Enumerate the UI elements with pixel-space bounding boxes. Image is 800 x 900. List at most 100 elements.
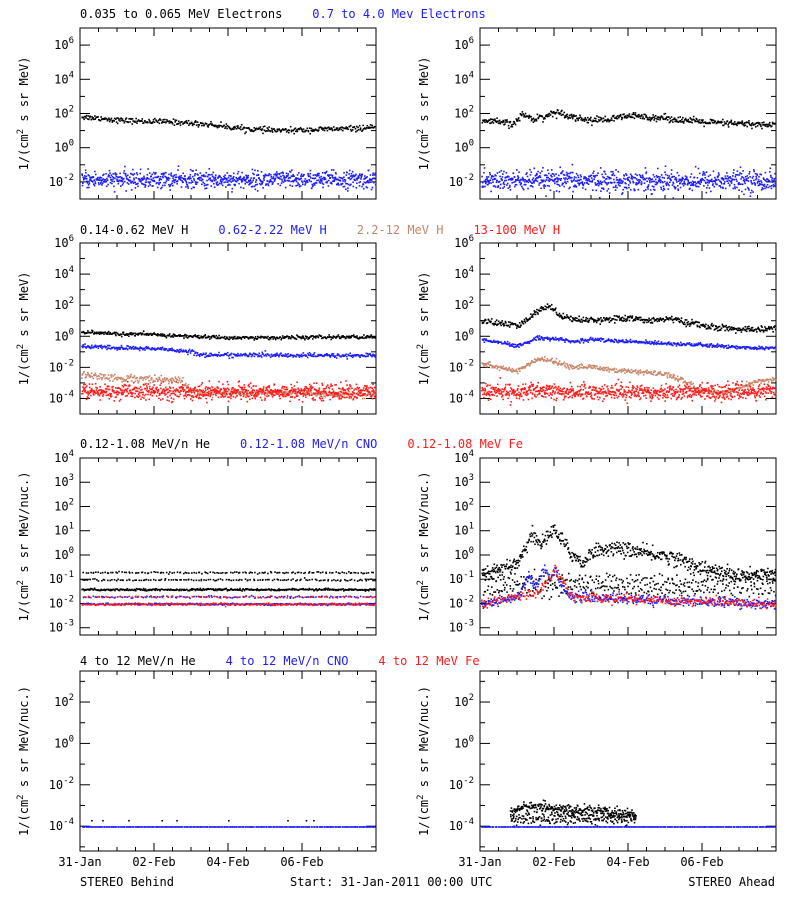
data-point bbox=[664, 112, 667, 115]
data-point bbox=[118, 176, 121, 178]
data-point bbox=[266, 180, 269, 182]
data-point bbox=[327, 174, 329, 176]
data-point bbox=[482, 185, 485, 188]
data-point bbox=[347, 353, 349, 356]
data-point bbox=[575, 186, 578, 188]
data-point bbox=[749, 176, 751, 178]
data-point bbox=[494, 186, 497, 188]
data-point bbox=[757, 121, 759, 124]
data-point bbox=[652, 116, 654, 119]
data-point bbox=[189, 168, 192, 171]
data-point bbox=[164, 349, 166, 351]
data-point bbox=[533, 120, 536, 122]
data-point bbox=[267, 184, 270, 187]
data-point bbox=[156, 182, 158, 184]
data-point bbox=[544, 115, 547, 118]
data-point bbox=[132, 381, 135, 384]
data-point bbox=[108, 397, 111, 400]
data-point bbox=[370, 188, 373, 191]
data-point bbox=[326, 353, 329, 356]
data-point bbox=[162, 388, 165, 390]
data-point bbox=[240, 179, 243, 182]
data-point bbox=[536, 173, 538, 176]
data-point bbox=[741, 176, 744, 178]
data-point bbox=[87, 331, 90, 334]
data-point bbox=[313, 177, 315, 180]
data-point bbox=[133, 388, 135, 391]
data-point bbox=[152, 333, 155, 335]
data-point bbox=[96, 331, 98, 334]
data-point bbox=[370, 126, 372, 129]
data-point bbox=[260, 393, 263, 396]
data-point bbox=[245, 336, 248, 338]
data-point bbox=[766, 180, 769, 183]
data-point bbox=[339, 393, 342, 396]
data-point bbox=[158, 397, 160, 400]
data-point bbox=[610, 117, 613, 120]
data-point bbox=[100, 176, 103, 179]
data-point bbox=[208, 338, 211, 340]
data-point bbox=[674, 178, 676, 181]
data-point bbox=[281, 180, 284, 182]
data-point bbox=[584, 188, 587, 191]
data-point bbox=[132, 392, 134, 394]
y-tick-label: 102 bbox=[454, 296, 474, 312]
data-point bbox=[329, 177, 331, 179]
data-point bbox=[503, 123, 505, 126]
data-point bbox=[188, 124, 190, 127]
data-point bbox=[113, 346, 115, 349]
data-point bbox=[730, 119, 733, 122]
data-point bbox=[257, 395, 259, 397]
data-point bbox=[87, 373, 90, 376]
data-point bbox=[94, 372, 96, 375]
data-point bbox=[136, 173, 139, 176]
data-point bbox=[686, 183, 689, 186]
data-point bbox=[617, 170, 620, 173]
data-point bbox=[123, 170, 126, 172]
data-point bbox=[171, 400, 174, 403]
data-point bbox=[724, 123, 727, 125]
data-point bbox=[220, 182, 223, 185]
data-point bbox=[288, 176, 291, 179]
data-point bbox=[736, 174, 739, 176]
data-point bbox=[754, 125, 757, 128]
data-point bbox=[733, 169, 735, 171]
data-point bbox=[136, 387, 139, 390]
data-point bbox=[599, 116, 602, 119]
data-point bbox=[137, 396, 139, 399]
data-point bbox=[616, 115, 619, 117]
data-point bbox=[129, 384, 131, 387]
data-point bbox=[345, 335, 348, 338]
data-point bbox=[600, 118, 602, 121]
data-point bbox=[306, 127, 309, 130]
data-point bbox=[569, 177, 572, 179]
data-point bbox=[602, 120, 604, 123]
data-point bbox=[216, 336, 219, 339]
data-point bbox=[140, 376, 143, 379]
data-point bbox=[167, 334, 169, 337]
data-point bbox=[249, 182, 251, 184]
data-point bbox=[186, 337, 189, 339]
data-point bbox=[152, 379, 155, 382]
data-point bbox=[620, 180, 623, 182]
data-point bbox=[248, 127, 250, 129]
data-point bbox=[249, 179, 252, 181]
data-point bbox=[322, 393, 325, 396]
data-point bbox=[624, 182, 626, 184]
data-point bbox=[120, 185, 122, 187]
data-point bbox=[724, 175, 727, 177]
data-point bbox=[174, 178, 177, 181]
data-point bbox=[619, 115, 622, 117]
data-point bbox=[283, 355, 285, 357]
data-point bbox=[159, 348, 161, 350]
data-point bbox=[766, 178, 768, 181]
data-point bbox=[161, 184, 164, 187]
data-point bbox=[265, 392, 268, 395]
data-point bbox=[192, 387, 194, 390]
y-tick-exponent: -2 bbox=[463, 173, 474, 183]
data-point bbox=[352, 355, 355, 357]
data-point bbox=[150, 332, 152, 335]
y-tick-exponent: 0 bbox=[469, 139, 474, 149]
data-point bbox=[174, 333, 176, 336]
y-tick-exponent: -1 bbox=[63, 570, 74, 580]
